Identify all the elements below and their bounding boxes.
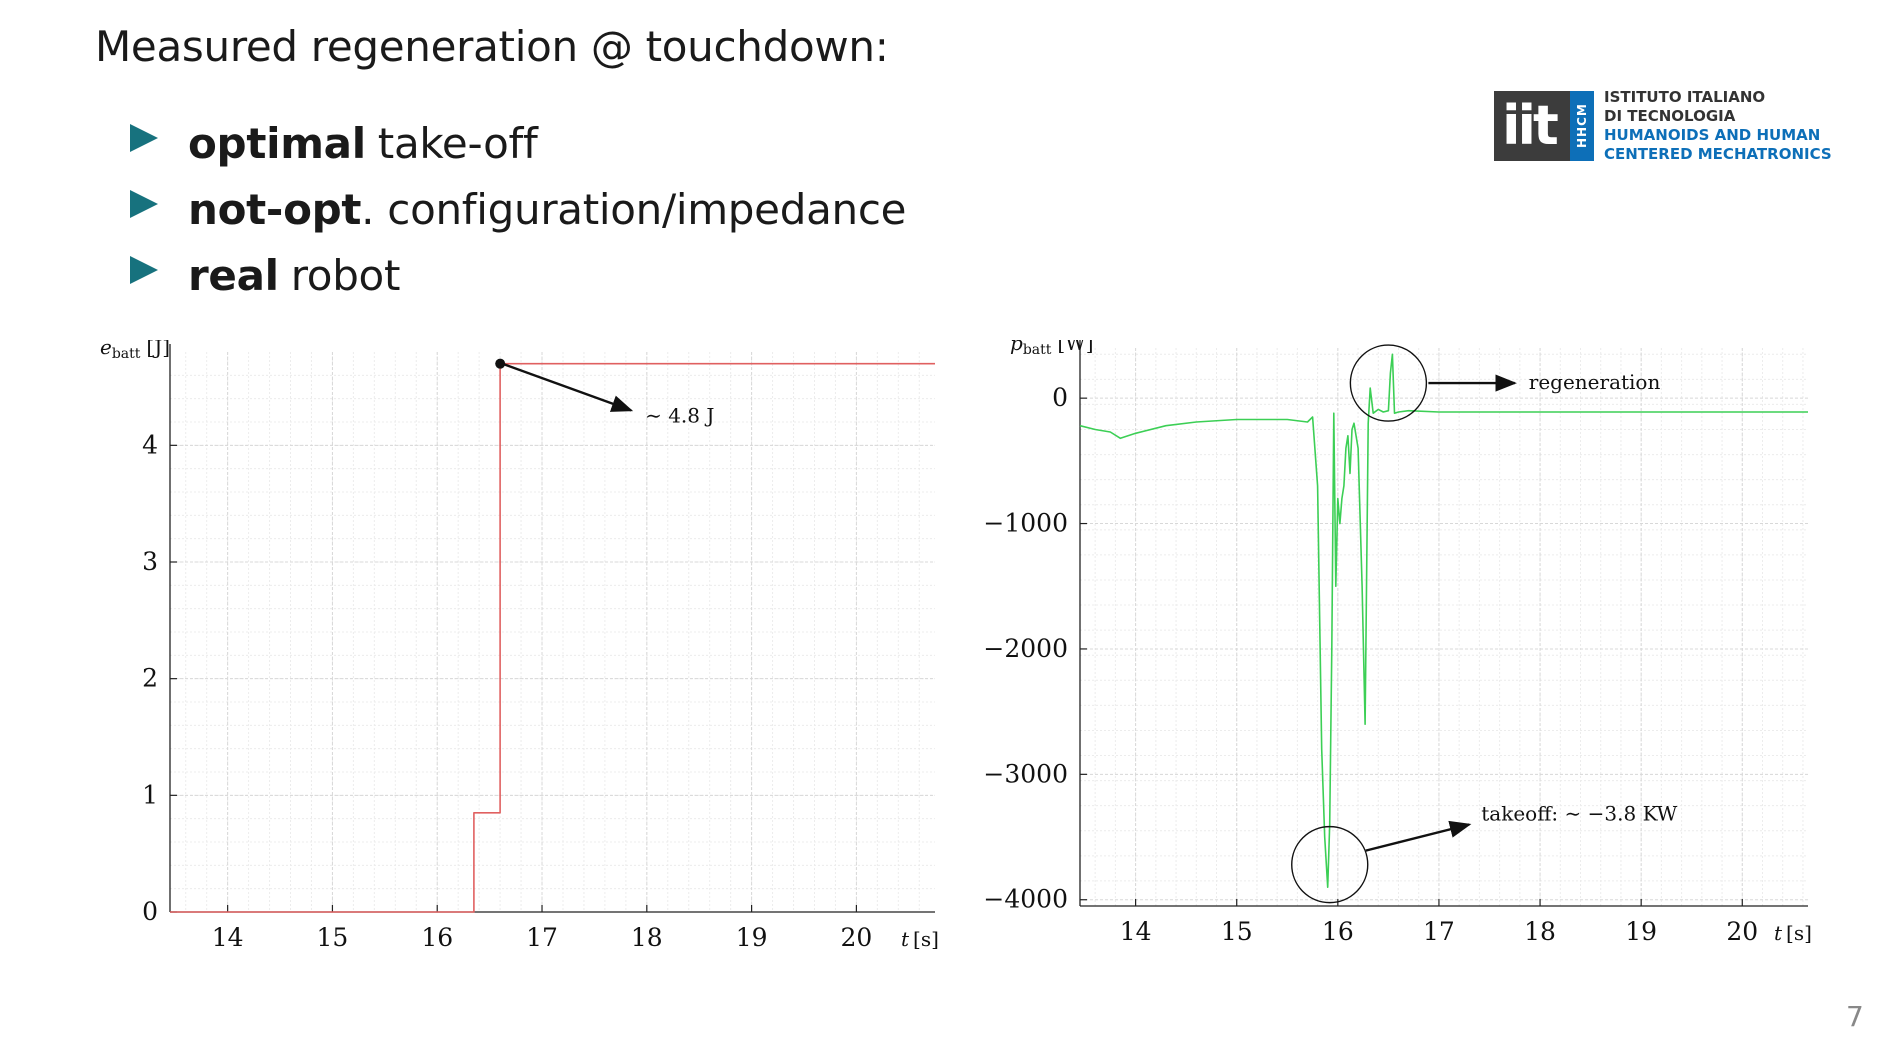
y-tick-label: 4	[142, 430, 158, 459]
logo-text: ISTITUTO ITALIANO DI TECNOLOGIA HUMANOID…	[1604, 88, 1832, 164]
x-tick-label: 18	[1524, 917, 1556, 946]
x-tick-label: 19	[1625, 917, 1657, 946]
power-chart: 14 15 16 17 18 19 20 0 −1000 −2000 −3000 −4000 pbatt…	[983, 340, 1812, 946]
bullet-bold-text: real	[188, 250, 279, 300]
y-axis-unit: [J]	[146, 340, 170, 359]
logo-line: DI TECNOLOGIA	[1604, 107, 1736, 125]
logo-letters: iit	[1502, 94, 1559, 157]
slide-title: Measured regeneration @ touchdown:	[95, 22, 889, 71]
y-axis-label: ebatt [J]	[100, 340, 170, 362]
bullet-text: . configuration/impedance	[361, 184, 907, 234]
bullet-item: real robot	[130, 242, 906, 308]
bullet-text: robot	[290, 250, 401, 300]
iit-logo-mark: iit HHCM	[1494, 91, 1594, 161]
y-tick-label: 0	[1052, 383, 1068, 412]
y-tick-label: 2	[142, 664, 158, 693]
annotation-label: ∼ 4.8 J	[645, 403, 714, 427]
triangle-bullet-icon	[130, 190, 158, 218]
annotation-circle	[1349, 344, 1428, 422]
bullet-list: optimal take-off not-opt . configuration…	[130, 110, 906, 308]
annotation-circle	[1291, 825, 1369, 904]
y-tick-label: −3000	[983, 759, 1068, 788]
x-tick-label: 14	[212, 923, 244, 952]
x-axis-symbol: t	[901, 927, 910, 951]
x-tick-label: 18	[631, 923, 663, 952]
bullet-item: not-opt . configuration/impedance	[130, 176, 906, 242]
bullet-item: optimal take-off	[130, 110, 906, 176]
iit-logo: iit HHCM ISTITUTO ITALIANO DI TECNOLOGIA…	[1494, 88, 1832, 164]
x-axis-label: t [s]	[901, 927, 939, 951]
x-axis-label: t [s]	[1774, 921, 1812, 945]
annotation-arrow	[1365, 820, 1472, 852]
y-tick-label: 0	[142, 897, 158, 926]
x-tick-label: 20	[840, 923, 872, 952]
x-tick-label: 19	[736, 923, 768, 952]
y-tick-label: −1000	[983, 509, 1068, 538]
y-axis-subscript: batt	[1023, 342, 1052, 358]
bullet-bold-text: not-opt	[188, 184, 362, 234]
x-axis-symbol: t	[1774, 921, 1783, 945]
page-number: 7	[1846, 1000, 1864, 1033]
annotation-label: takeoff: ∼ −3.8 KW	[1481, 801, 1678, 825]
annotation-arrow	[501, 362, 634, 412]
y-tick-label: −2000	[983, 634, 1068, 663]
triangle-bullet-icon	[130, 124, 158, 152]
logo-strip: HHCM	[1570, 91, 1594, 161]
y-axis-symbol: e	[100, 340, 112, 359]
y-axis-subscript: batt	[112, 346, 141, 362]
y-tick-label: −4000	[983, 885, 1068, 914]
logo-line: CENTERED MECHATRONICS	[1604, 145, 1832, 163]
bullet-text: take-off	[377, 118, 538, 168]
x-tick-label: 17	[526, 923, 558, 952]
y-axis-label: pbatt [W]	[1010, 340, 1094, 358]
bullet-bold-text: optimal	[188, 118, 366, 168]
x-tick-label: 16	[421, 923, 453, 952]
x-tick-label: 14	[1120, 917, 1152, 946]
annotation-label: regeneration	[1529, 370, 1661, 394]
triangle-bullet-icon	[130, 256, 158, 284]
y-tick-label: 3	[142, 547, 158, 576]
x-tick-label: 20	[1726, 917, 1758, 946]
x-tick-label: 16	[1322, 917, 1354, 946]
x-axis-unit: [s]	[913, 927, 939, 951]
y-tick-label: 1	[142, 780, 158, 809]
logo-line: HUMANOIDS AND HUMAN	[1604, 126, 1821, 144]
y-axis-unit: [W]	[1057, 340, 1093, 355]
x-tick-label: 15	[1221, 917, 1253, 946]
annotation-point	[495, 358, 506, 369]
x-tick-label: 15	[317, 923, 349, 952]
logo-line: ISTITUTO ITALIANO	[1604, 88, 1766, 106]
x-axis-unit: [s]	[1786, 921, 1812, 945]
x-tick-label: 17	[1423, 917, 1455, 946]
energy-chart: 14 15 16 17 18 19 20 0 1 2 3 4 ebatt [J] t [s] ∼ 4.8 J	[100, 340, 939, 952]
series-line	[1079, 353, 1808, 889]
series-line	[170, 362, 935, 913]
y-axis-symbol: p	[1010, 340, 1023, 355]
